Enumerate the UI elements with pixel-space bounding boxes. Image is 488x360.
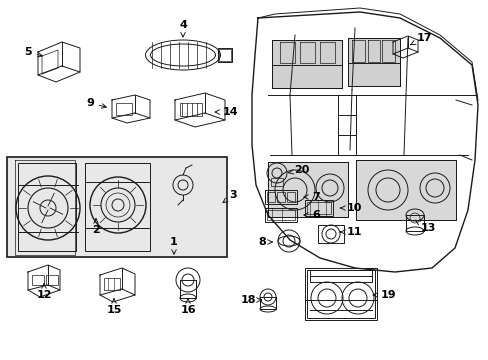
Bar xyxy=(267,162,347,217)
Bar xyxy=(270,178,283,186)
Bar xyxy=(309,270,371,282)
Bar xyxy=(347,38,399,86)
Text: 16: 16 xyxy=(180,299,195,315)
Bar xyxy=(271,40,341,88)
Text: 9: 9 xyxy=(86,98,106,108)
Bar xyxy=(276,192,285,202)
Bar xyxy=(18,163,76,251)
Bar xyxy=(347,38,399,86)
Text: 18: 18 xyxy=(240,295,261,305)
Bar xyxy=(405,215,423,231)
Bar xyxy=(7,157,226,257)
Bar xyxy=(355,160,455,220)
Bar xyxy=(355,160,455,220)
Bar xyxy=(264,190,296,204)
Text: 12: 12 xyxy=(36,284,52,300)
Bar xyxy=(305,200,332,216)
Text: 4: 4 xyxy=(179,20,186,37)
Text: 19: 19 xyxy=(372,290,395,300)
Bar xyxy=(219,49,230,61)
Bar xyxy=(337,95,355,155)
Text: 7: 7 xyxy=(303,192,319,202)
Bar xyxy=(260,297,275,309)
Text: 11: 11 xyxy=(340,227,361,237)
Text: 2: 2 xyxy=(92,219,100,235)
Bar xyxy=(7,157,226,257)
Text: 6: 6 xyxy=(303,210,319,220)
Text: 5: 5 xyxy=(24,47,42,57)
Bar xyxy=(306,270,374,318)
Bar xyxy=(218,48,231,62)
Bar xyxy=(266,210,294,220)
Bar xyxy=(271,40,341,88)
Bar xyxy=(116,103,132,115)
Bar xyxy=(305,268,376,320)
Bar xyxy=(266,192,274,202)
Bar xyxy=(317,225,343,243)
Text: 3: 3 xyxy=(223,190,236,203)
Bar xyxy=(286,192,294,202)
Bar xyxy=(306,202,330,214)
Bar xyxy=(85,163,150,251)
Text: 10: 10 xyxy=(340,203,361,213)
Bar xyxy=(267,162,347,217)
Text: 17: 17 xyxy=(410,33,431,45)
Bar xyxy=(180,103,202,116)
Bar xyxy=(104,278,120,290)
Bar xyxy=(32,275,44,285)
Bar xyxy=(264,208,296,222)
Text: 20: 20 xyxy=(288,165,309,175)
Text: 8: 8 xyxy=(258,237,272,247)
Text: 15: 15 xyxy=(106,299,122,315)
Bar xyxy=(180,280,196,298)
Text: 14: 14 xyxy=(215,107,237,117)
Text: 1: 1 xyxy=(170,237,178,254)
Bar xyxy=(46,275,58,285)
Text: 13: 13 xyxy=(414,220,435,233)
